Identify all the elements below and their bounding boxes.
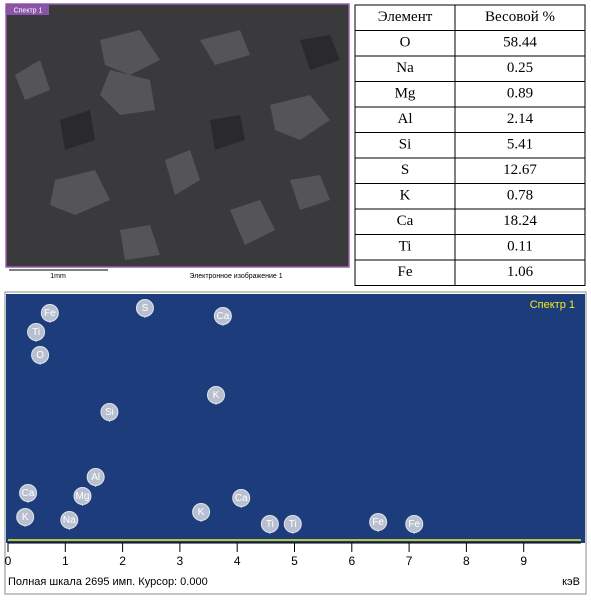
label-badge <box>31 346 50 364</box>
label-badge <box>135 299 154 317</box>
peak-label: Si <box>105 407 114 418</box>
table-cell: 1.06 <box>507 264 534 280</box>
peak-label: Ti <box>266 519 274 530</box>
table-cell: 12.67 <box>503 162 537 178</box>
table-cell: Si <box>399 137 412 153</box>
x-tick-label: 3 <box>177 554 184 568</box>
table-cell: Fe <box>398 264 413 280</box>
table-cell: Ti <box>399 239 412 255</box>
table-cell: K <box>400 188 411 204</box>
label-badge <box>27 323 46 341</box>
label-badge <box>86 468 105 486</box>
peak-label: Fe <box>372 517 384 528</box>
peak-label: Ti <box>289 519 297 530</box>
x-tick-label: 9 <box>520 554 527 568</box>
peak-label: Ca <box>22 488 35 499</box>
label-badge <box>232 489 251 507</box>
plot-area <box>6 294 585 543</box>
label-badge <box>369 513 388 531</box>
table-cell: O <box>400 35 411 51</box>
table-cell: S <box>401 162 409 178</box>
x-tick-label: 1 <box>62 554 69 568</box>
peak-label: Mg <box>76 491 90 502</box>
peak-label: Fe <box>408 519 420 530</box>
table-cell: Al <box>398 111 413 127</box>
table: Элемент Весовой % O 58.44 Na 0.25 Mg 0.89 Al 2.14… <box>354 4 586 286</box>
peak-label: O <box>36 350 44 361</box>
peak-label: Ti <box>32 327 40 338</box>
table-header: Элемент <box>378 9 433 25</box>
sem-image: Спектр 1 1mm Электронное изображение 1 <box>5 3 350 280</box>
x-tick-label: 6 <box>348 554 355 568</box>
peak-label: Fe <box>44 308 56 319</box>
peak-label: Ca <box>216 311 229 322</box>
particles <box>15 30 330 260</box>
label-badge <box>73 487 92 505</box>
x-tick-label: 4 <box>234 554 241 568</box>
table-cell: 0.11 <box>507 239 533 255</box>
peak-label: K <box>198 507 205 518</box>
label-badge <box>213 307 232 325</box>
x-tick-label: 0 <box>5 554 12 568</box>
table-cell: 0.25 <box>507 60 533 76</box>
table-cell: 0.78 <box>507 188 533 204</box>
label-badge <box>192 503 211 521</box>
table-cell: Na <box>396 60 414 76</box>
peak-label: Ca <box>235 493 248 504</box>
label-badge <box>260 515 279 533</box>
image-tag: Спектр 1 <box>14 7 43 14</box>
x-tick-label: 5 <box>291 554 298 568</box>
table-header: Весовой % <box>485 9 555 25</box>
peak-label: Al <box>91 472 100 483</box>
table-frame <box>354 4 586 286</box>
peak-label: K <box>22 512 29 523</box>
table-cell: Ca <box>397 213 414 229</box>
label-badge <box>40 304 59 322</box>
x-tick-label: 8 <box>463 554 470 568</box>
image-caption: Электронное изображение 1 <box>189 272 282 280</box>
label-badge <box>19 484 38 502</box>
table-cell: 18.24 <box>503 213 537 229</box>
spectrum-title: Спектр 1 <box>530 299 575 311</box>
x-tick-label: 2 <box>119 554 126 568</box>
label-badge <box>206 386 225 404</box>
footer: Полная шкала 2695 имп. Курсор: 0.000 <box>8 576 208 588</box>
label-badge <box>405 515 424 533</box>
peak-label: S <box>142 303 149 314</box>
peak-label: Na <box>63 515 76 526</box>
x-tick-label: 7 <box>406 554 413 568</box>
label-badge <box>16 508 35 526</box>
peak-label: K <box>213 390 220 401</box>
label-badge <box>283 515 302 533</box>
x-axis: 0 1 2 3 4 5 6 7 8 9 <box>5 542 581 568</box>
table-cell: Mg <box>395 86 416 102</box>
table-cell: 58.44 <box>503 35 537 51</box>
image-tag-bg <box>7 5 49 15</box>
table-cell: 2.14 <box>507 111 534 127</box>
x-unit: кэВ <box>562 576 580 588</box>
label-badge <box>60 511 79 529</box>
label-badge <box>100 403 119 421</box>
scale-label: 1mm <box>50 273 66 280</box>
table-cell: 5.41 <box>507 137 533 153</box>
table-cell: 0.89 <box>507 86 533 102</box>
